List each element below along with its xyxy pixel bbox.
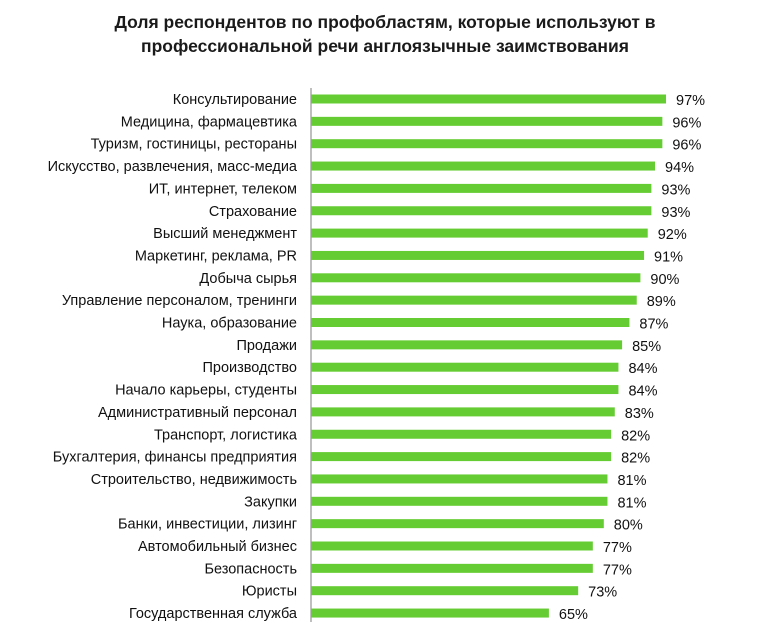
value-label: 73% (588, 585, 617, 601)
value-label: 65% (559, 607, 588, 623)
value-label: 90% (650, 272, 679, 288)
value-label: 77% (603, 540, 632, 556)
category-label: Продажи (236, 338, 297, 354)
category-label: Маркетинг, реклама, PR (135, 248, 297, 264)
data-labels: 97% 96% 96% 94% 93% 93% 92% 91% 90% 89% 87% 85% 84% 8… (559, 93, 705, 623)
value-label: 77% (603, 562, 632, 578)
bar (311, 586, 579, 596)
bar (311, 139, 663, 149)
value-label: 92% (658, 227, 687, 243)
category-label: Начало карьеры, студенты (115, 383, 297, 399)
category-label: Транспорт, логистика (154, 427, 298, 443)
bar (311, 563, 593, 573)
category-label: Безопасность (205, 561, 298, 577)
category-label: Консультирование (173, 92, 297, 108)
category-label: Страхование (209, 204, 297, 220)
category-label: Наука, образование (162, 316, 297, 332)
category-label: Административный персонал (98, 405, 297, 421)
category-label: Туризм, гостиницы, рестораны (91, 137, 297, 153)
category-label: Медицина, фармацевтика (121, 114, 298, 130)
value-label: 84% (628, 384, 657, 400)
value-label: 84% (628, 361, 657, 377)
value-label: 87% (639, 317, 668, 333)
bar (311, 474, 608, 484)
chart-title: Доля респондентов по профобластям, котор… (0, 10, 770, 58)
category-labels: Консультирование Медицина, фармацевтика Ту… (48, 92, 298, 622)
value-label: 82% (621, 428, 650, 444)
category-label: Производство (202, 360, 297, 376)
category-label: Искусство, развлечения, масс-медиа (48, 159, 298, 175)
value-label: 83% (625, 406, 654, 422)
bar (311, 161, 656, 171)
bar (311, 608, 549, 618)
bar (311, 340, 623, 350)
value-label: 97% (676, 93, 705, 109)
bar (311, 94, 667, 104)
value-label: 91% (654, 249, 683, 265)
value-label: 85% (632, 339, 661, 355)
category-label: Высший менеджмент (153, 226, 297, 242)
bar (311, 116, 663, 126)
bar (311, 429, 612, 439)
value-label: 81% (617, 495, 646, 511)
category-label: ИТ, интернет, телеком (149, 181, 297, 197)
bar (311, 206, 652, 216)
category-label: Добыча сырья (199, 271, 297, 287)
bar (311, 228, 648, 238)
category-label: Юристы (242, 584, 297, 600)
bar (311, 385, 619, 395)
value-label: 93% (661, 182, 690, 198)
bars (311, 94, 667, 618)
value-label: 80% (614, 518, 643, 534)
category-label: Закупки (244, 494, 297, 510)
category-label: Бухгалтерия, финансы предприятия (53, 450, 297, 466)
category-label: Автомобильный бизнес (138, 539, 297, 555)
bar (311, 496, 608, 506)
category-label: Государственная служба (129, 606, 298, 622)
category-label: Управление персоналом, тренинги (62, 293, 297, 309)
bar (311, 295, 637, 305)
bar (311, 273, 641, 283)
bar (311, 407, 615, 417)
bar (311, 519, 604, 529)
bar (311, 541, 593, 551)
bar (311, 318, 630, 327)
category-label: Строительство, недвижимость (91, 472, 297, 488)
bar (311, 250, 645, 260)
value-label: 82% (621, 451, 650, 467)
chart-title-line-1: Доля респондентов по профобластям, котор… (114, 12, 656, 32)
category-label: Банки, инвестиции, лизинг (118, 517, 297, 533)
value-label: 96% (672, 115, 701, 131)
value-label: 81% (617, 473, 646, 489)
value-label: 96% (672, 138, 701, 154)
chart-title-line-2: профессиональной речи англоязычные заимс… (141, 36, 629, 56)
value-label: 94% (665, 160, 694, 176)
value-label: 93% (661, 205, 690, 221)
bar (311, 452, 612, 462)
bar (311, 362, 619, 372)
value-label: 89% (647, 294, 676, 310)
bar (311, 183, 652, 193)
